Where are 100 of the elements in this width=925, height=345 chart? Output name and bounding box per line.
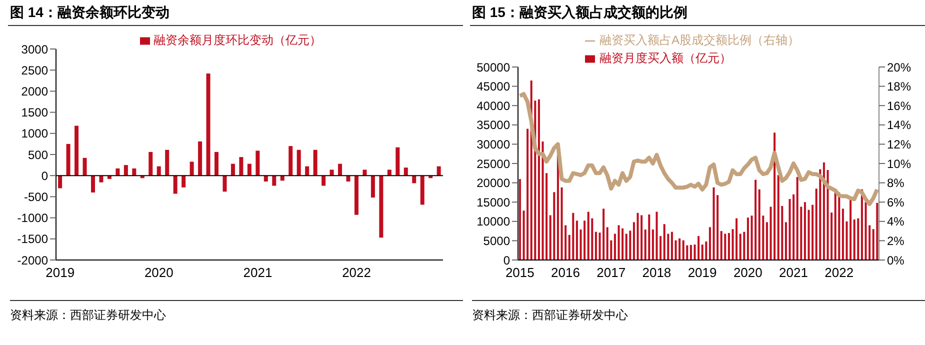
bar	[206, 73, 210, 176]
bar	[822, 162, 825, 260]
y-tick-label: -1500	[17, 232, 48, 246]
bar	[173, 176, 178, 194]
y-tick-label: 1000	[21, 126, 48, 141]
y-tick-label: 45000	[476, 80, 510, 94]
bar	[305, 166, 310, 176]
bar	[553, 192, 556, 260]
bar	[436, 166, 441, 176]
bar	[74, 126, 79, 176]
bar	[670, 232, 673, 260]
bar	[82, 158, 87, 176]
y-tick-label: -500	[24, 190, 48, 204]
bar	[396, 147, 400, 176]
bar	[663, 224, 666, 260]
bar	[387, 170, 392, 176]
bar	[214, 152, 219, 176]
bar	[853, 219, 856, 260]
x-tick-label: 2018	[642, 265, 672, 280]
y-tick-label: 3000	[21, 42, 48, 56]
bar	[264, 176, 268, 182]
bar	[560, 187, 563, 260]
y2-tick-label: 4%	[887, 214, 905, 229]
bar	[420, 176, 424, 205]
y-tick-label: 2000	[21, 84, 48, 98]
bar	[190, 162, 194, 176]
bar	[247, 164, 252, 176]
legend-label: 融资月度买入额（亿元）	[599, 51, 732, 65]
bar	[690, 244, 692, 260]
bar	[338, 164, 342, 176]
y2-tick-label: 18%	[887, 80, 912, 94]
x-tick-label: 2022	[342, 265, 372, 280]
bar	[66, 144, 70, 176]
y2-tick-label: 0%	[887, 253, 905, 268]
bar	[296, 150, 301, 176]
bar	[182, 176, 186, 188]
bar	[705, 241, 708, 260]
y-tick-label: 25000	[476, 156, 510, 171]
y-tick-label: 0	[503, 253, 510, 268]
bar	[602, 208, 605, 260]
y-tick-label: 50000	[476, 60, 510, 74]
bar	[876, 202, 878, 260]
bar	[850, 199, 852, 260]
bar	[812, 204, 814, 260]
bar	[656, 212, 658, 260]
bar	[58, 176, 62, 188]
bar	[838, 192, 840, 260]
y2-tick-label: 6%	[887, 195, 905, 210]
bar	[354, 176, 358, 215]
x-tick-label: 2021	[243, 265, 272, 280]
bar	[322, 176, 326, 186]
y2-tick-label: 10%	[887, 156, 912, 171]
x-tick-label: 2016	[551, 265, 580, 280]
bar	[116, 168, 120, 176]
bar	[708, 227, 711, 260]
bar	[618, 225, 620, 260]
bar	[594, 232, 597, 260]
bar	[777, 175, 780, 260]
bar	[90, 176, 95, 192]
y-tick-label: 30000	[476, 137, 510, 152]
bar	[625, 234, 628, 260]
y-tick-label: 500	[28, 148, 48, 162]
bar	[404, 168, 408, 176]
bar	[412, 176, 416, 184]
bar	[556, 154, 559, 260]
bar	[132, 168, 136, 176]
bar	[239, 157, 244, 176]
bar	[99, 176, 104, 182]
bar	[826, 170, 829, 260]
y-tick-label: 0	[41, 168, 48, 183]
text: 资料来源：西部证券研发中心	[472, 307, 629, 324]
bar	[784, 222, 787, 260]
bar	[743, 232, 746, 260]
bar	[864, 202, 867, 260]
bar	[674, 240, 677, 260]
bar	[576, 220, 578, 260]
bar	[682, 240, 684, 260]
bar	[272, 176, 276, 186]
y2-tick-label: 20%	[887, 60, 912, 74]
bar	[640, 215, 643, 260]
bar	[313, 150, 318, 176]
text: 资料来源：西部证券研发中心	[10, 307, 167, 324]
x-tick-label: 2019	[46, 265, 75, 280]
bar	[724, 234, 726, 260]
bar	[362, 170, 367, 176]
y-tick-label: 2500	[21, 63, 48, 78]
y-tick-label: 35000	[476, 118, 510, 132]
legend-label: 融资余额月度环比变动（亿元）	[154, 33, 322, 47]
bar	[632, 222, 635, 260]
bar	[758, 189, 760, 260]
bar	[614, 234, 616, 260]
bar	[572, 212, 574, 260]
y2-tick-label: 14%	[887, 118, 912, 132]
bar	[256, 150, 260, 176]
bar	[712, 187, 715, 260]
x-tick-label: 2019	[688, 265, 717, 280]
y2-tick-label: 16%	[887, 98, 912, 113]
bar	[542, 142, 544, 260]
x-tick-label: 2021	[779, 265, 808, 280]
bar	[156, 166, 161, 176]
